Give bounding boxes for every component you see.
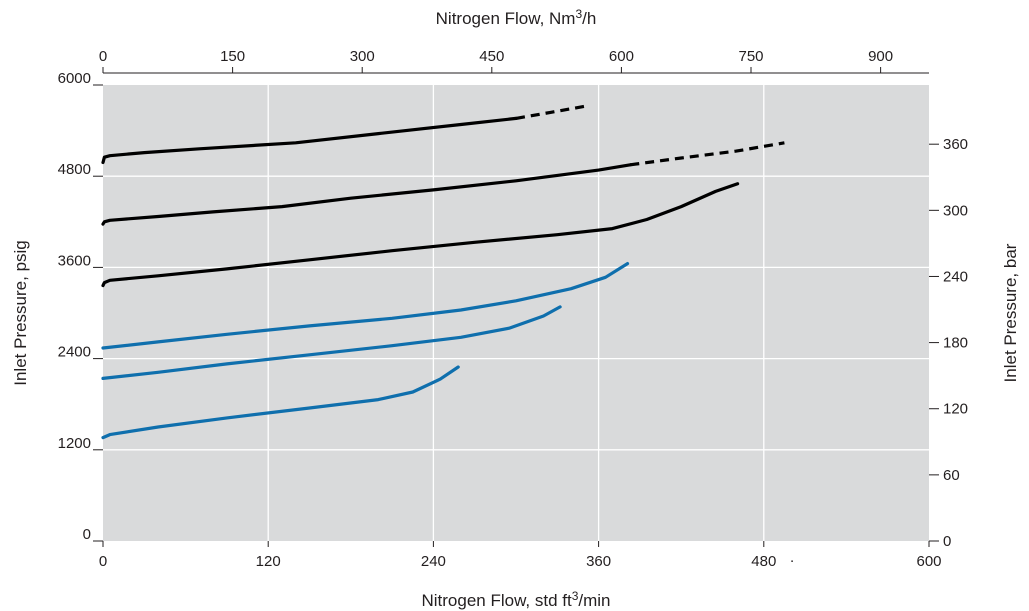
y-left-tick-label: 6000 [58, 70, 91, 87]
axes: 0 120 240 360 480 6000 150 300 450 600 750 90001200… [58, 48, 968, 570]
top-axis-title: Nitrogen Flow, Nm3/h [436, 7, 597, 28]
left-axis-title: Inlet Pressure, psig [11, 240, 30, 386]
x-bottom-tick-label: 360 [586, 553, 611, 570]
x-top-tick-label: 750 [738, 48, 763, 65]
y-left-tick-label: 1200 [58, 435, 91, 452]
x-top-tick-label: 300 [350, 48, 375, 65]
series-curve [101, 182, 740, 288]
y-left-tick-label: 0 [83, 526, 91, 543]
bottom-axis-title: Nitrogen Flow, std ft3/min [421, 589, 610, 610]
y-right-tick-label: 360 [943, 136, 968, 153]
y-left-tick-label: 2400 [58, 344, 91, 361]
x-bottom-tick-label: 120 [256, 553, 281, 570]
y-right-tick-label: 300 [943, 202, 968, 219]
y-right-tick-label: 0 [943, 533, 951, 550]
right-axis-title: Inlet Pressure, bar [1001, 243, 1020, 382]
y-right-tick-label: 180 [943, 335, 968, 352]
series-line [101, 182, 740, 288]
y-right-tick-label: 60 [943, 467, 960, 484]
series-line [101, 116, 518, 165]
x-top-tick-label: 600 [609, 48, 634, 65]
x-top-tick-label: 150 [220, 48, 245, 65]
stray-mark: . [790, 549, 794, 566]
x-bottom-tick-label: 240 [421, 553, 446, 570]
y-right-tick-label: 120 [943, 401, 968, 418]
x-bottom-tick-label: 480 [751, 553, 776, 570]
x-bottom-tick-label: 0 [99, 553, 107, 570]
x-top-tick-label: 0 [99, 48, 107, 65]
plot-area [103, 85, 929, 541]
series-line [101, 163, 632, 226]
y-left-tick-label: 4800 [58, 161, 91, 178]
series-line [101, 305, 562, 380]
series-curve [101, 104, 586, 165]
series-curve [101, 262, 630, 350]
x-top-tick-label: 900 [868, 48, 893, 65]
series-extrapolation-dashed [515, 104, 586, 120]
series-curve [101, 141, 785, 226]
series-line [101, 262, 630, 350]
data-series [101, 104, 785, 440]
series-extrapolation-dashed [630, 141, 785, 167]
x-bottom-tick-label: 600 [916, 553, 941, 570]
series-line [101, 365, 460, 440]
x-top-tick-label: 450 [479, 48, 504, 65]
series-curve [101, 305, 562, 380]
series-curve [101, 365, 460, 440]
y-left-tick-label: 3600 [58, 252, 91, 269]
y-right-tick-label: 240 [943, 268, 968, 285]
